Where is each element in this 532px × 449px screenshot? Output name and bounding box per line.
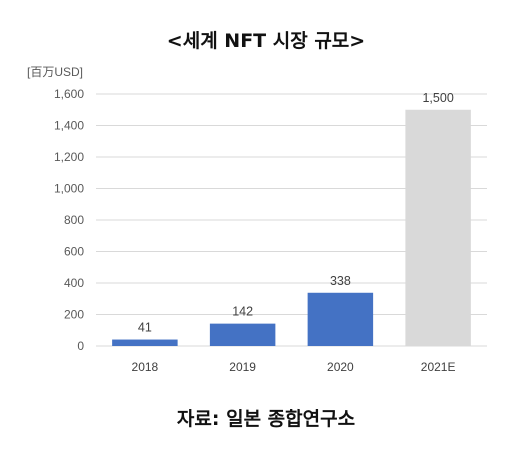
- y-tick-label: 200: [64, 308, 84, 322]
- x-category-label: 2021E: [421, 360, 456, 374]
- x-category-label: 2018: [132, 360, 159, 374]
- bars: [112, 109, 471, 346]
- y-tick-label: 800: [64, 213, 84, 227]
- data-label-2019: 142: [232, 305, 253, 319]
- data-labels: 41 142 338 1,500: [138, 91, 454, 335]
- y-tick-label: 0: [77, 339, 84, 353]
- x-axis-categories: 2018 2019 2020 2021E: [132, 360, 456, 374]
- x-category-label: 2020: [327, 360, 354, 374]
- y-tick-label: 1,000: [54, 182, 84, 196]
- y-tick-label: 1,200: [54, 150, 84, 164]
- x-category-label: 2019: [229, 360, 256, 374]
- y-tick-label: 600: [64, 245, 84, 259]
- bar-2021E: [405, 109, 471, 346]
- bar-2019: [209, 323, 276, 346]
- y-tick-label: 1,600: [54, 87, 84, 101]
- y-tick-label: 1,400: [54, 119, 84, 133]
- data-label-2020: 338: [330, 274, 351, 288]
- y-axis-ticks: 0 200 400 600 800 1,000 1,200 1,400 1,600: [54, 87, 84, 353]
- source-note: 자료: 일본 종합연구소: [176, 408, 356, 430]
- unit-label: [百万USD]: [27, 65, 83, 79]
- bar-2020: [307, 292, 374, 346]
- chart-title: <세계 NFT 시장 규모>: [166, 30, 366, 52]
- data-label-2021E: 1,500: [422, 91, 453, 105]
- data-label-2018: 41: [138, 321, 152, 335]
- bar-2018: [112, 339, 178, 346]
- y-tick-label: 400: [64, 276, 84, 290]
